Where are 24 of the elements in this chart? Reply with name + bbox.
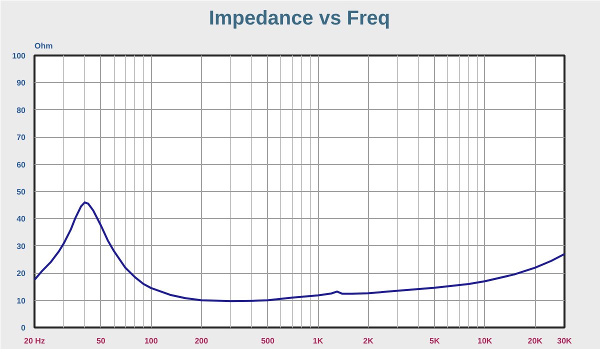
y-tick-label: 80 (16, 106, 26, 115)
y-tick-label: 20 (16, 269, 26, 278)
y-tick-label: 40 (16, 214, 26, 224)
y-tick-label: 50 (16, 188, 26, 196)
y-tick-label: 10 (16, 296, 26, 306)
x-tick-label: 200 (194, 336, 209, 346)
x-tick-label: 30K (557, 336, 572, 346)
y-tick-label: 70 (16, 133, 26, 142)
x-tick-label: 100 (144, 336, 158, 346)
x-tick-label: 1K (312, 336, 324, 346)
x-tick-label: 10K (478, 336, 492, 346)
y-tick-label: 90 (16, 78, 26, 88)
y-tick-label: 100 (12, 52, 26, 60)
y-tick-label: 60 (16, 160, 26, 170)
y-tick-label: 30 (16, 242, 26, 251)
chart-title: Impedance vs Freq (208, 8, 390, 30)
y-axis-title: Ohm (34, 42, 53, 50)
x-tick-label: 50 (96, 336, 106, 346)
y-tick-label: 0 (21, 324, 26, 332)
x-tick-label: 20K (528, 336, 543, 346)
x-tick-label: 500 (261, 336, 275, 346)
x-tick-label: 5K (430, 336, 440, 346)
x-tick-label: 2K (363, 336, 374, 346)
x-tick-label: 20 Hz (24, 336, 45, 346)
